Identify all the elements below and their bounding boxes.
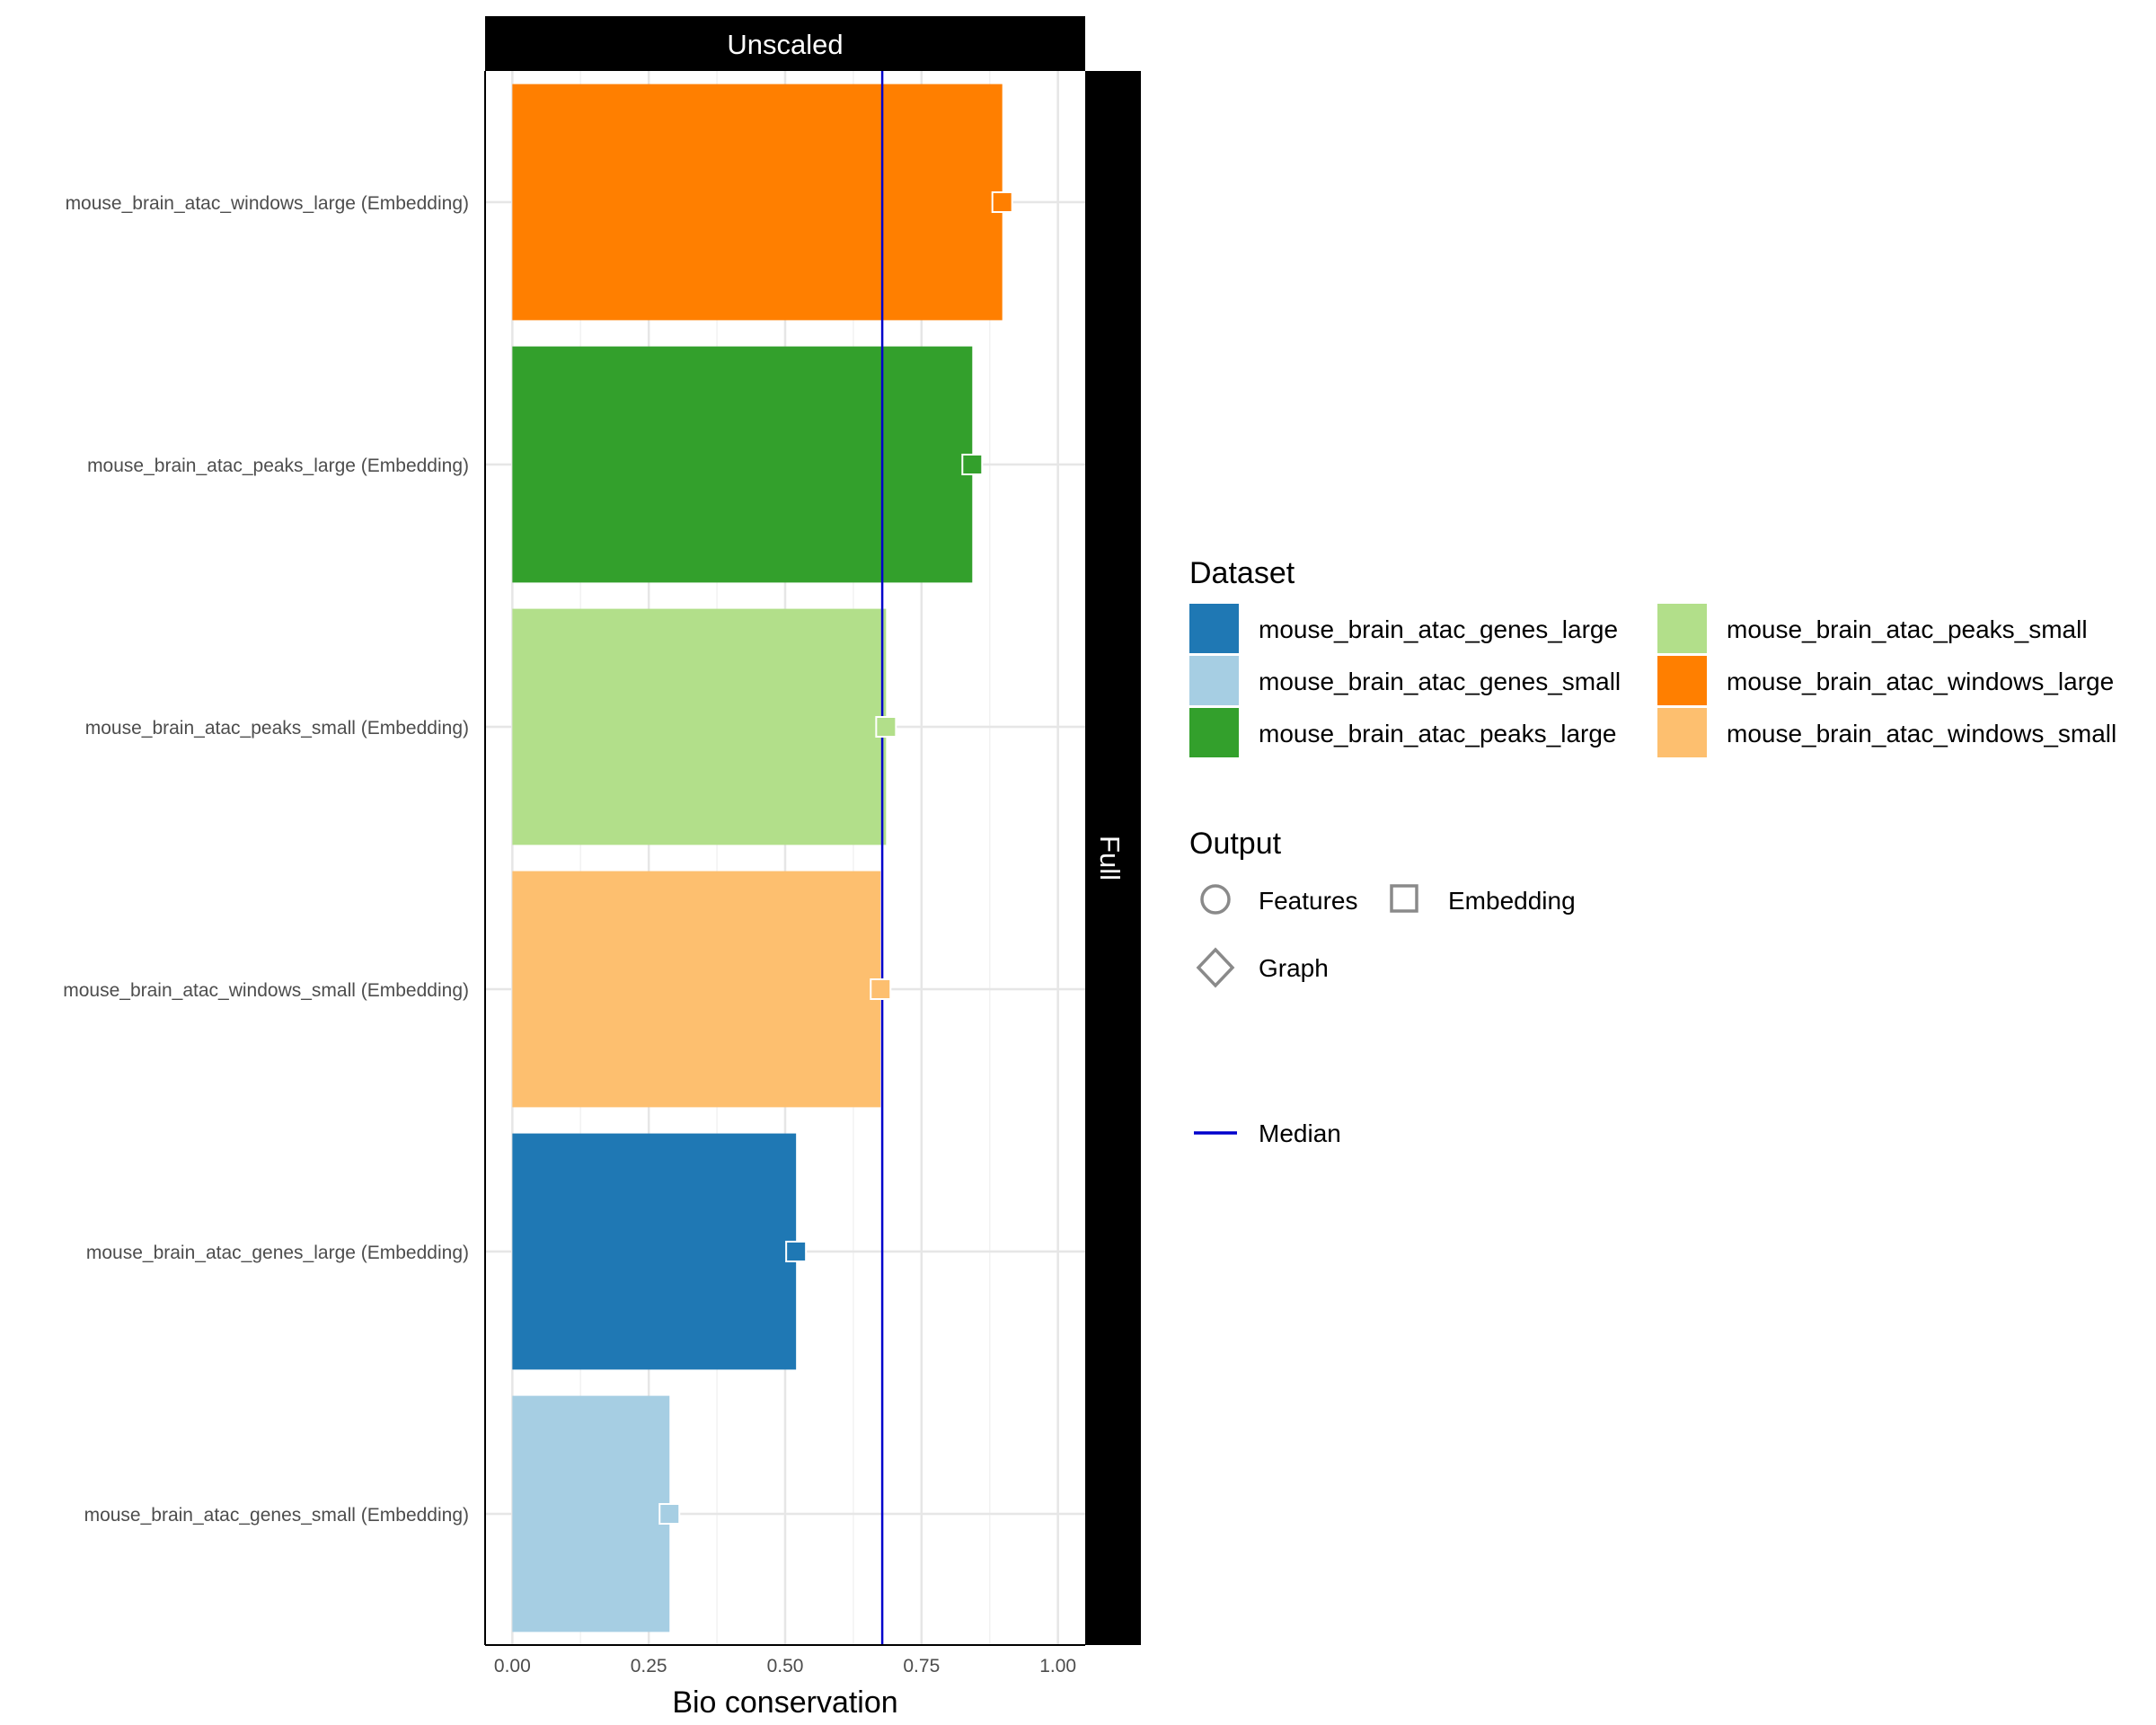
legend-dataset-label: mouse_brain_atac_genes_small xyxy=(1259,668,1621,695)
y-tick-label: mouse_brain_atac_windows_large (Embeddin… xyxy=(66,193,469,214)
bar xyxy=(512,608,887,845)
y-tick-label: mouse_brain_atac_genes_small (Embedding) xyxy=(84,1505,469,1526)
legend-dataset-title: Dataset xyxy=(1189,556,1295,590)
axis-layer: mouse_brain_atac_windows_large (Embeddin… xyxy=(63,71,1085,1676)
legend-swatch xyxy=(1657,656,1707,705)
x-tick-label: 1.00 xyxy=(1039,1656,1076,1676)
legend-circle-icon xyxy=(1200,884,1231,915)
legend-swatch xyxy=(1657,708,1707,757)
y-tick-label: mouse_brain_atac_peaks_small (Embedding) xyxy=(85,718,469,739)
legend-swatch xyxy=(1189,656,1239,705)
facet-label-top: Unscaled xyxy=(727,29,843,60)
legend-output-embedding: Embedding xyxy=(1448,887,1576,915)
legend-square-icon xyxy=(1390,884,1418,913)
bar xyxy=(512,1395,670,1632)
data-point xyxy=(785,1241,808,1262)
legend-dataset-label: mouse_brain_atac_windows_large xyxy=(1727,668,2114,695)
legend-dataset-label: mouse_brain_atac_windows_small xyxy=(1727,720,2116,748)
legend-dataset-label: mouse_brain_atac_peaks_large xyxy=(1259,720,1617,748)
legend-dataset-label: mouse_brain_atac_genes_large xyxy=(1259,615,1618,643)
legend-output-graph: Graph xyxy=(1259,954,1329,982)
legend-dataset-label: mouse_brain_atac_peaks_small xyxy=(1727,615,2088,643)
bar xyxy=(512,84,1003,321)
legend-dataset-entries: mouse_brain_atac_genes_large mouse_brain_… xyxy=(1189,604,2116,757)
facet-strip-top xyxy=(485,16,1085,71)
legend-swatch xyxy=(1189,708,1239,757)
legend-median-label: Median xyxy=(1259,1119,1341,1147)
bar xyxy=(512,1133,797,1370)
data-point xyxy=(991,191,1013,213)
x-tick-label: 0.00 xyxy=(494,1656,531,1676)
legend-swatch xyxy=(1657,604,1707,653)
y-tick-label: mouse_brain_atac_windows_small (Embeddin… xyxy=(63,980,469,1001)
bar-layer xyxy=(512,84,1003,1632)
bar xyxy=(512,871,881,1108)
data-point xyxy=(875,716,897,738)
point-layer xyxy=(658,191,1013,1525)
x-axis-title: Bio conservation xyxy=(672,1685,897,1720)
facet-strip-right xyxy=(1085,71,1141,1645)
bar xyxy=(512,346,973,583)
x-tick-label: 0.25 xyxy=(631,1656,667,1676)
x-tick-label: 0.50 xyxy=(767,1656,804,1676)
legend-diamond-icon xyxy=(1196,947,1235,988)
data-point xyxy=(658,1503,681,1525)
data-point xyxy=(961,454,984,475)
legend: Dataset mouse_brain_atac_genes_largemous… xyxy=(1189,556,2116,1147)
legend-swatch xyxy=(1189,604,1239,653)
y-tick-label: mouse_brain_atac_peaks_large (Embedding) xyxy=(87,456,469,476)
data-point xyxy=(870,978,892,1000)
legend-output-title: Output xyxy=(1189,827,1282,861)
facet-label-right: Full xyxy=(1094,836,1126,880)
x-tick-label: 0.75 xyxy=(903,1656,940,1676)
legend-output-features: Features xyxy=(1259,887,1358,915)
y-tick-label: mouse_brain_atac_genes_large (Embedding) xyxy=(86,1243,469,1263)
